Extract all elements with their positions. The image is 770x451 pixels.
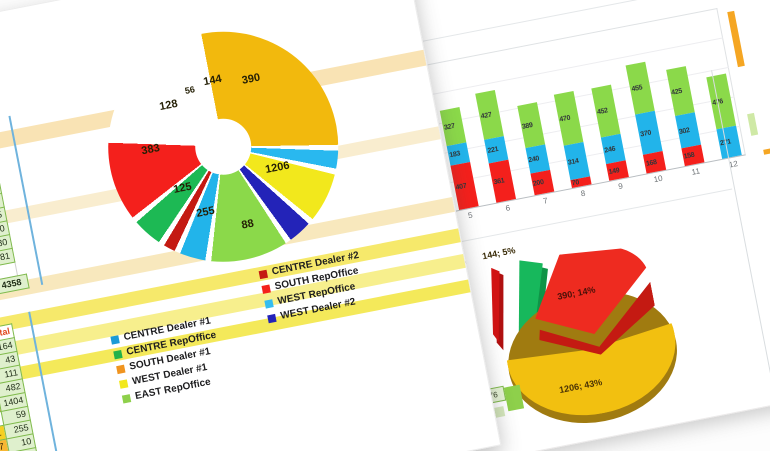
pie-label-88: 88 <box>240 217 255 232</box>
pie-label-56: 56 <box>183 84 196 96</box>
orange-highlight-tab <box>727 10 745 68</box>
x-tick: 6 <box>504 203 511 213</box>
bar-segment-blue: 246 <box>600 133 626 165</box>
bar-segment-blue: 314 <box>563 142 590 181</box>
x-tick: 11 <box>690 166 701 177</box>
table-highlight-green <box>503 384 525 412</box>
bar-column: 427 221 361 <box>475 89 517 203</box>
bar-segment-green: 470 <box>553 90 584 146</box>
legend-swatch-icon <box>264 298 274 309</box>
bar-segment-red: 200 <box>530 169 554 196</box>
margin-dash-orange <box>763 148 770 155</box>
x-tick: 7 <box>542 195 549 206</box>
x-tick: 10 <box>652 173 664 185</box>
bar-column: 452 246 149 <box>591 84 630 181</box>
legend-swatch-icon <box>267 313 277 323</box>
x-tick: 8 <box>579 188 587 199</box>
legend-swatch-icon <box>258 269 268 279</box>
green-highlight-tab <box>747 112 759 136</box>
legend-swatch-icon <box>261 283 271 294</box>
bar-segment-blue: 240 <box>525 144 550 174</box>
bar-segment-green: 452 <box>591 84 621 138</box>
bar-segment-blue: 302 <box>674 112 701 149</box>
x-tick: 5 <box>467 210 474 221</box>
x-tick: 12 <box>728 159 739 170</box>
bar-segment-red: 158 <box>681 144 705 167</box>
legend-swatch-icon <box>118 378 129 389</box>
pie-label-144: 144; 5% <box>481 245 517 262</box>
bar-segment-red: 168 <box>643 150 667 174</box>
x-tick: 9 <box>617 181 624 192</box>
legend-swatch-icon <box>110 334 120 345</box>
bar-column: 425 302 158 <box>665 66 705 167</box>
stacked-column-chart: 327 183 407 427 221 361 389 240 200 <box>422 7 759 220</box>
bar-column: 389 240 200 <box>516 102 554 196</box>
bar-segment-blue: 370 <box>635 110 663 155</box>
legend-swatch-icon <box>113 349 123 359</box>
report-sheet-front: 390 144 56 128 383 125 255 88 1206 CENTR… <box>0 0 502 451</box>
bar-column: 455 370 168 <box>625 61 667 174</box>
bar-segment-red: 361 <box>489 159 517 203</box>
legend-swatch-icon <box>116 364 126 374</box>
bar-segment-green: 425 <box>665 66 695 117</box>
bar-column: 470 314 70 <box>553 90 592 189</box>
donut-pie-chart: 390 144 56 128 383 125 255 88 1206 <box>88 11 359 282</box>
legend-swatch-icon <box>121 393 132 404</box>
bar-segment-green: 389 <box>516 102 545 149</box>
bar-series-group: 327 183 407 427 221 361 389 240 200 <box>431 13 742 210</box>
bar-segment-green: 455 <box>625 61 656 115</box>
bar-segment-green: 427 <box>475 89 505 140</box>
